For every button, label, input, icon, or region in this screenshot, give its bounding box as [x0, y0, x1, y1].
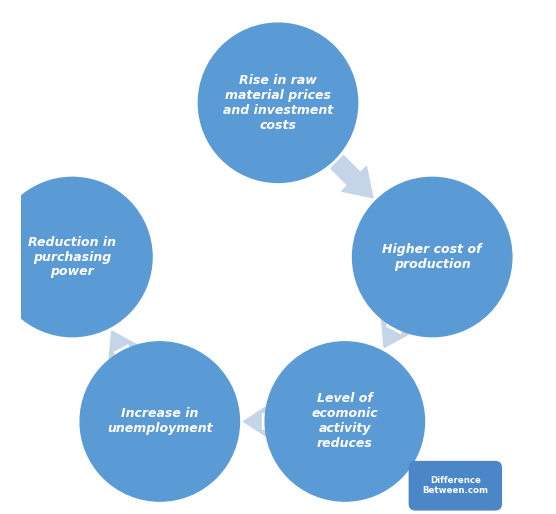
Text: Level of
ecomonic
activity
reduces: Level of ecomonic activity reduces [311, 393, 378, 450]
Polygon shape [331, 156, 373, 198]
Circle shape [0, 177, 152, 337]
Circle shape [353, 177, 512, 337]
Text: Increase in
unemployment: Increase in unemployment [107, 408, 212, 435]
Text: Difference
Between.com: Difference Between.com [423, 476, 488, 495]
Text: Rise in raw
material prices
and investment
costs: Rise in raw material prices and investme… [223, 74, 333, 132]
FancyBboxPatch shape [409, 462, 502, 510]
Circle shape [265, 342, 424, 501]
Text: Reduction in
purchasing
power: Reduction in purchasing power [28, 235, 116, 279]
Polygon shape [381, 316, 412, 347]
Polygon shape [109, 331, 140, 363]
Circle shape [198, 23, 358, 182]
Text: Higher cost of
production: Higher cost of production [383, 243, 482, 271]
Polygon shape [244, 404, 270, 439]
Circle shape [80, 342, 240, 501]
